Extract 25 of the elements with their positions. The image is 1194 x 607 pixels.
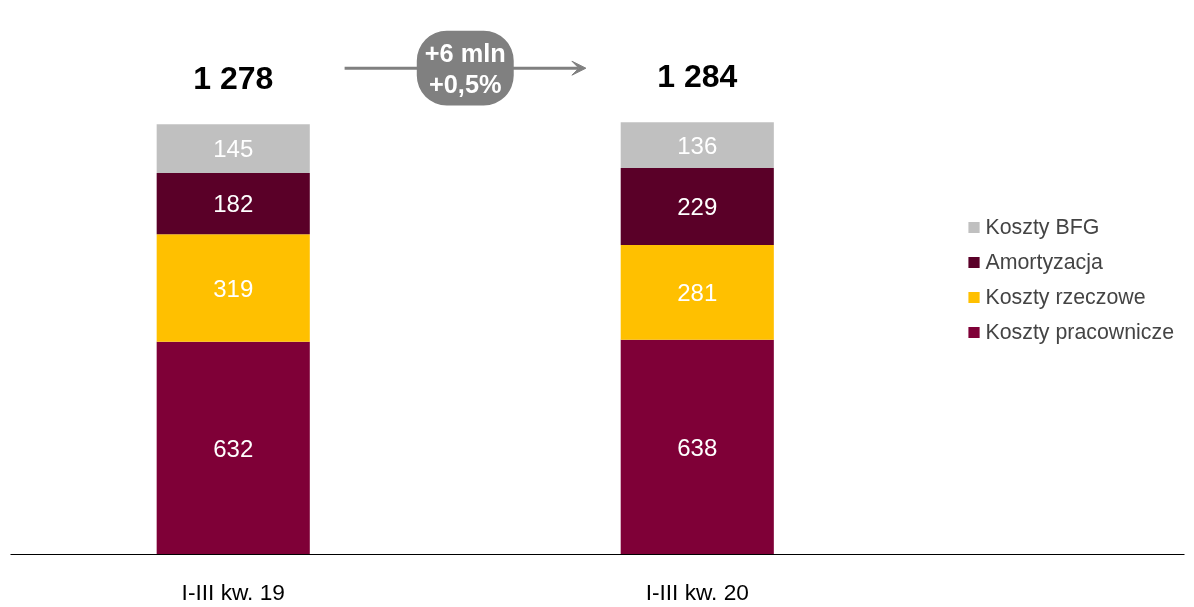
total-label: 1 284 bbox=[657, 58, 738, 95]
bar bbox=[156, 234, 310, 342]
data-label: 319 bbox=[213, 274, 254, 302]
data-label: 229 bbox=[677, 193, 718, 221]
bar bbox=[156, 124, 310, 174]
bar bbox=[620, 339, 774, 555]
text: +6 mln +0,5% bbox=[424, 38, 506, 98]
bar bbox=[620, 245, 774, 340]
bar bbox=[620, 168, 774, 246]
data-label: 638 bbox=[677, 433, 718, 461]
bar bbox=[156, 173, 310, 235]
legend-label: Koszty BFG bbox=[985, 214, 1100, 240]
total-label: 1 278 bbox=[193, 60, 274, 97]
legend-label: Amortyzacja bbox=[985, 249, 1103, 275]
x-tick-label: I-III kw. 20 bbox=[645, 578, 749, 605]
legend-label: Koszty rzeczowe bbox=[985, 284, 1146, 310]
data-label: 182 bbox=[213, 190, 254, 218]
bar bbox=[156, 341, 310, 555]
data-label: 136 bbox=[677, 131, 718, 159]
legend-label: Koszty pracownicze bbox=[985, 319, 1174, 345]
data-label: 145 bbox=[213, 135, 254, 163]
data-label: 281 bbox=[677, 278, 718, 306]
bar bbox=[620, 122, 774, 168]
data-label: 632 bbox=[213, 434, 254, 462]
x-tick-label: I-III kw. 19 bbox=[181, 578, 285, 605]
